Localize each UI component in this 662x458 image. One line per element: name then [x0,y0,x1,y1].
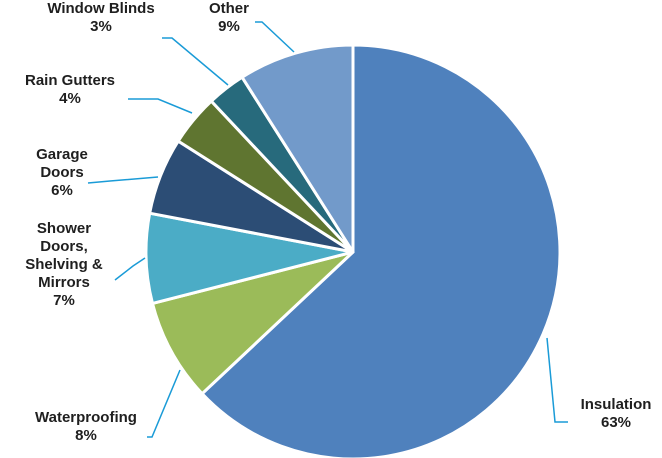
data-label-category: Other [209,0,249,17]
data-label-category: Waterproofing [35,409,137,426]
data-labels: Insulation 63% Waterproofing 8% Shower Doors,… [25,0,651,444]
pie-slice-waterproofing [151,250,355,396]
leader-line-rain-gutters [128,98,193,114]
pie-slice-insulation [200,43,562,458]
data-label-shower-doors-shelving-and-mirrors: Shower Doors, Shelving & Mirrors 7% [25,220,103,309]
leader-line-shower-doors-shelving-and-mirrors [114,257,146,281]
data-label-category: Rain Gutters [25,72,115,89]
data-label-category: Doors, [40,238,88,255]
data-label-category: Doors [40,164,83,181]
data-label-percent: 9% [218,18,240,35]
data-label-percent: 7% [53,292,75,309]
data-label-percent: 3% [90,18,112,35]
data-label-percent: 4% [59,90,81,107]
data-label-category: Shelving & [25,256,103,273]
pie-slice-other [240,43,355,254]
data-label-category: Shower [37,220,91,237]
data-label-percent: 6% [51,182,73,199]
leader-line-insulation [546,337,568,423]
data-label-window-blinds: Window Blinds 3% [47,0,154,35]
pie-slices [144,43,562,458]
data-label-garage-doors: Garage Doors 6% [36,146,88,199]
leader-line-waterproofing [147,369,181,438]
leader-line-window-blinds [162,37,229,86]
data-label-category: Mirrors [38,274,90,291]
data-label-percent: 8% [75,427,97,444]
data-label-other: Other 9% [209,0,249,35]
leader-line-garage-doors [87,176,159,184]
data-label-category: Insulation [581,396,652,413]
leader-lines [87,21,568,438]
data-label-rain-gutters: Rain Gutters 4% [25,72,115,107]
data-label-category: Garage [36,146,88,163]
data-label-waterproofing: Waterproofing 8% [35,409,137,444]
data-label-percent: 63% [601,414,631,431]
leader-line-other [255,21,295,53]
data-label-category: Window Blinds [47,0,154,17]
data-label-insulation: Insulation 63% [581,396,652,431]
